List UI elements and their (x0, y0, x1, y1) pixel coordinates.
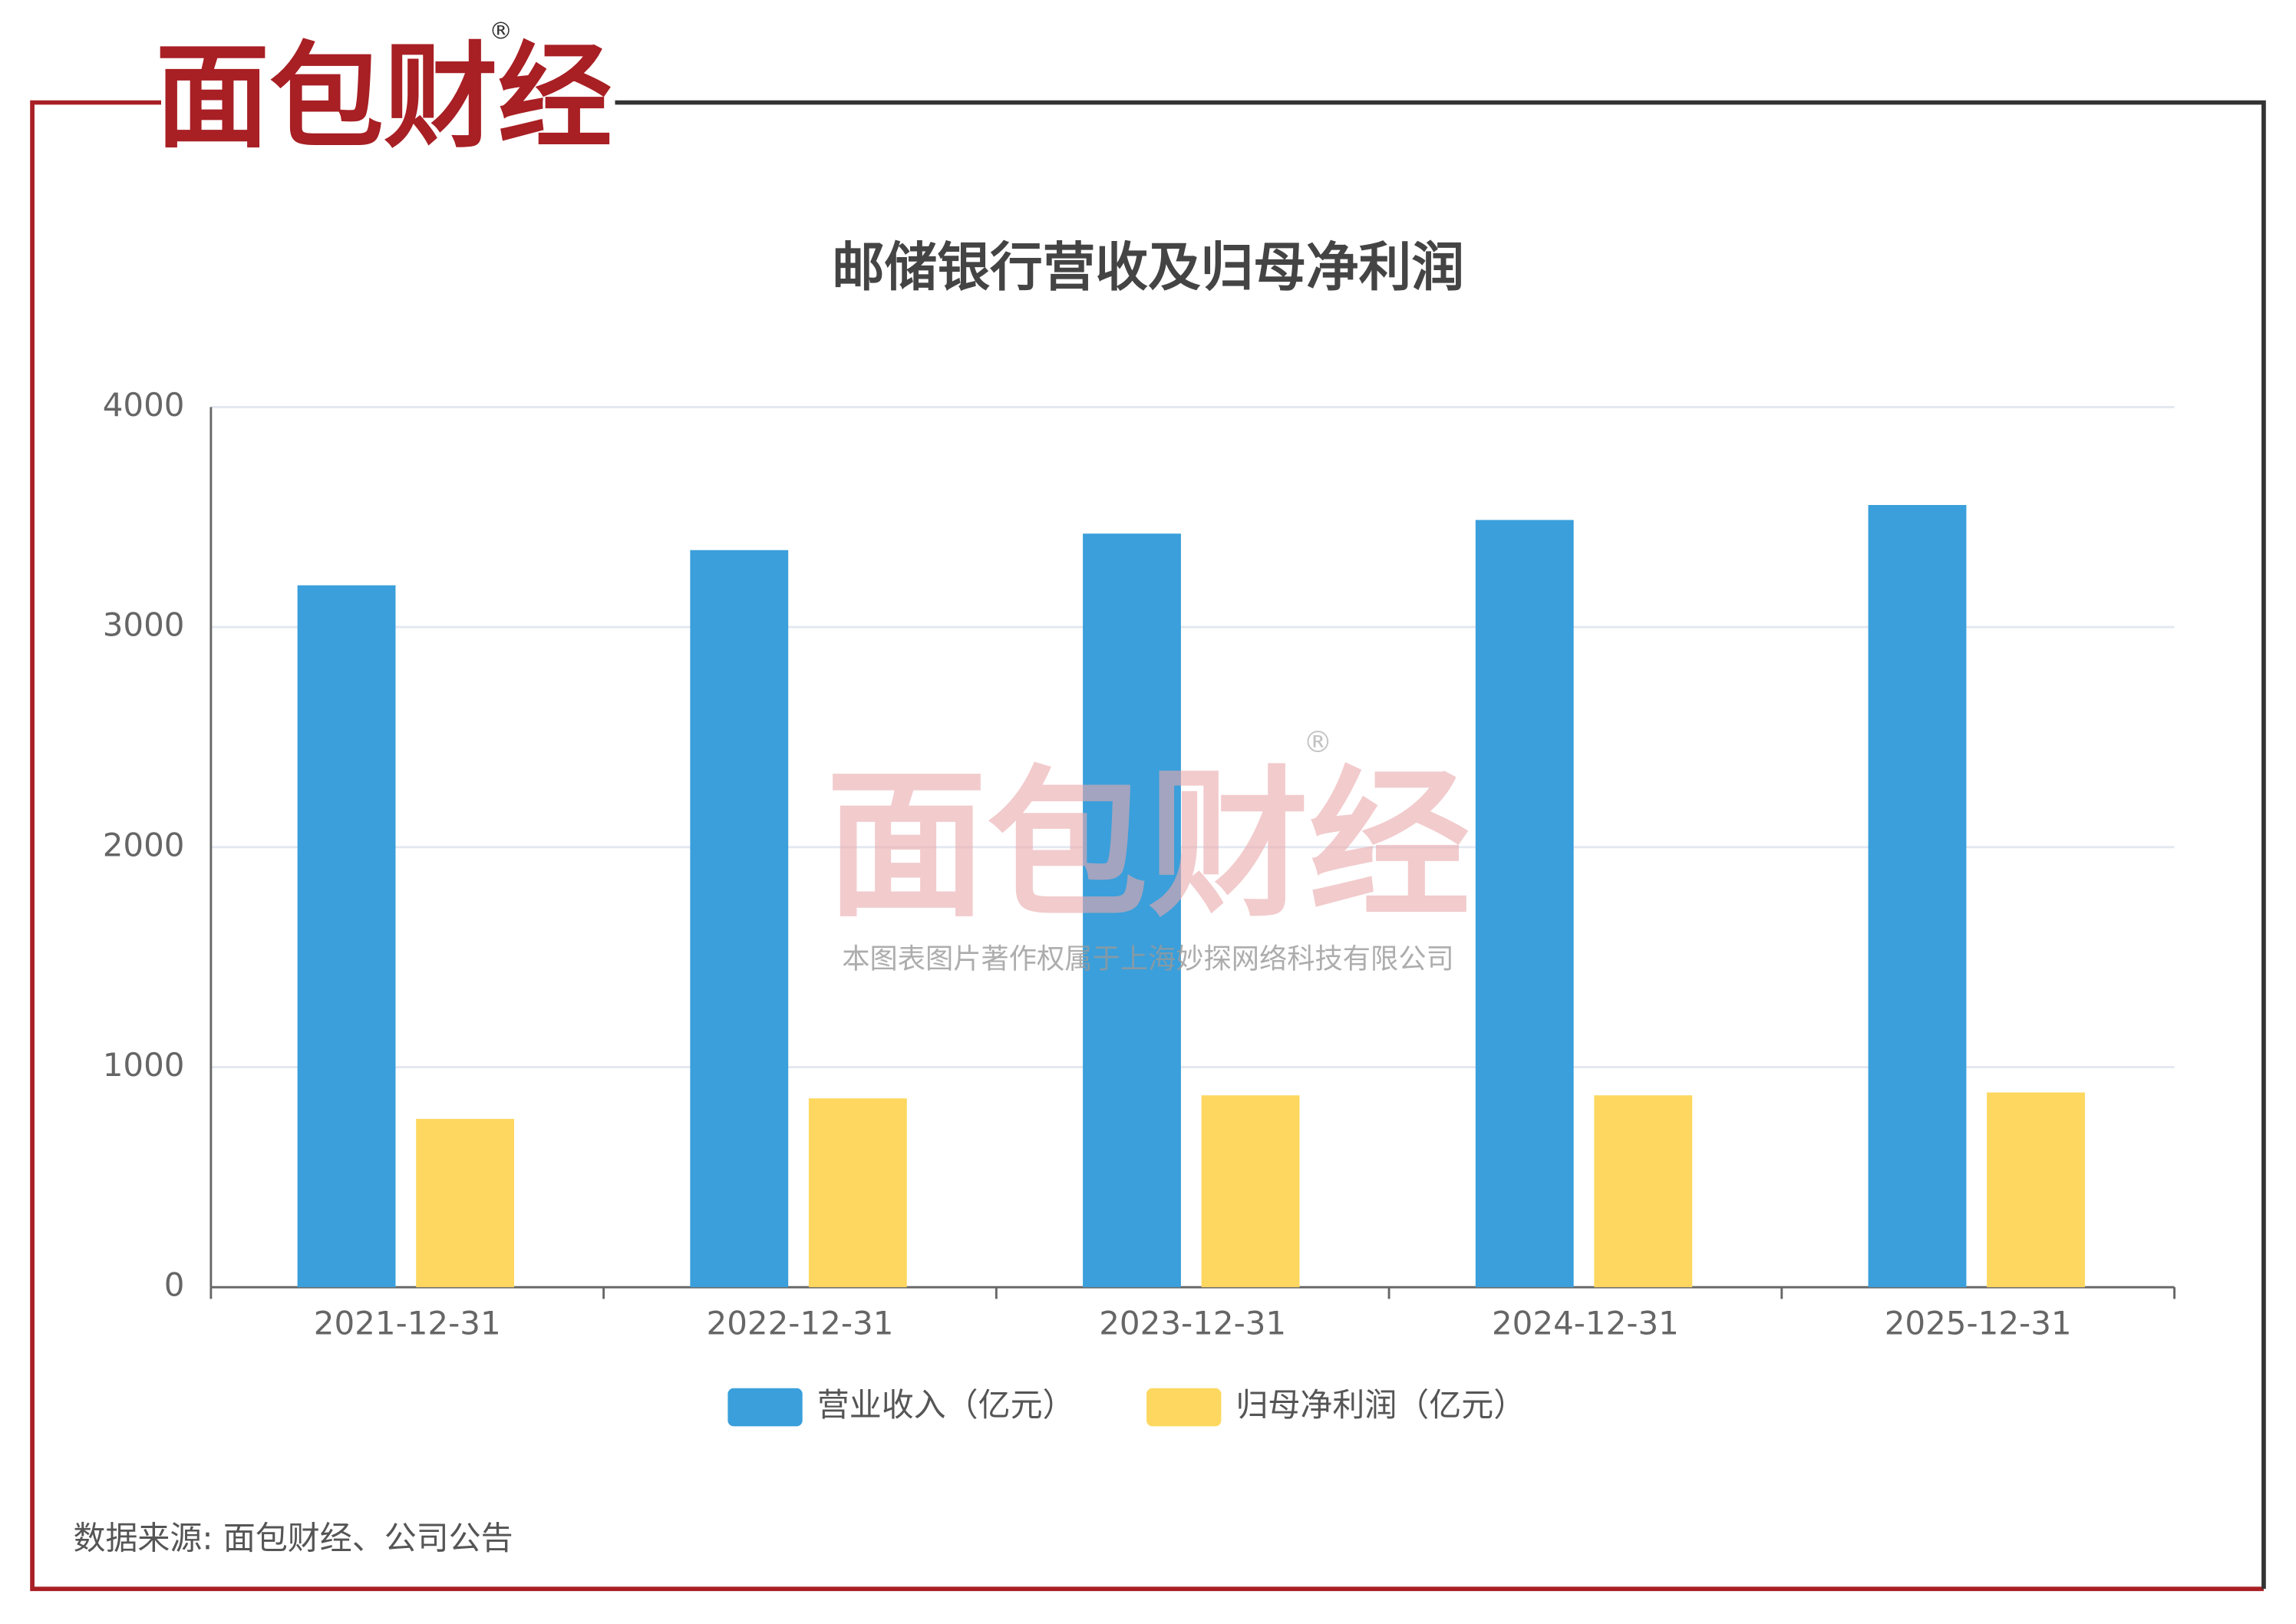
y-tick-label: 0 (164, 1266, 185, 1304)
bar (416, 1118, 515, 1288)
watermark-notice: 本图表图片著作权属于上海妙探网络科技有限公司 (842, 942, 1454, 975)
plot: 0 1000 2000 3000 4000 2021-12-31 2022-12-31 202… (103, 386, 2176, 1427)
y-tick-label: 3000 (103, 606, 185, 644)
x-tick-label: 2023-12-31 (1099, 1304, 1286, 1342)
bar (1594, 1095, 1693, 1288)
logo-mark: ® (489, 18, 513, 45)
y-tick-label: 1000 (103, 1046, 185, 1084)
x-tick-label: 2022-12-31 (707, 1304, 894, 1342)
y-tick-label: 2000 (103, 826, 185, 863)
bar (808, 1098, 907, 1288)
y-tick-label: 4000 (103, 386, 185, 424)
x-tick-label: 2021-12-31 (314, 1304, 501, 1342)
legend-label: 营业收入（亿元） (817, 1386, 1075, 1424)
bar (1475, 520, 1574, 1288)
bar (1868, 505, 1967, 1288)
bar (297, 585, 396, 1288)
bar (690, 550, 789, 1288)
legend-swatch (727, 1388, 803, 1427)
logo: 面包财经 (155, 31, 612, 164)
chart-title: 邮储银行营收及归母净利润 (832, 237, 1464, 299)
legend-swatch (1146, 1388, 1222, 1427)
legend-label: 归母净利润（亿元） (1235, 1386, 1526, 1424)
bar (1201, 1095, 1300, 1288)
frame (615, 100, 2266, 1589)
frame (30, 100, 2264, 1592)
watermark-logo: 面包财经 (826, 752, 1470, 939)
watermark-mark: ® (1303, 725, 1332, 759)
source: 数据来源: 面包财经、公司公告 (74, 1520, 513, 1557)
x-tick-label: 2025-12-31 (1885, 1304, 2072, 1342)
bar (1083, 533, 1181, 1288)
x-tick-label: 2024-12-31 (1492, 1304, 1679, 1342)
bar (1987, 1092, 2085, 1288)
